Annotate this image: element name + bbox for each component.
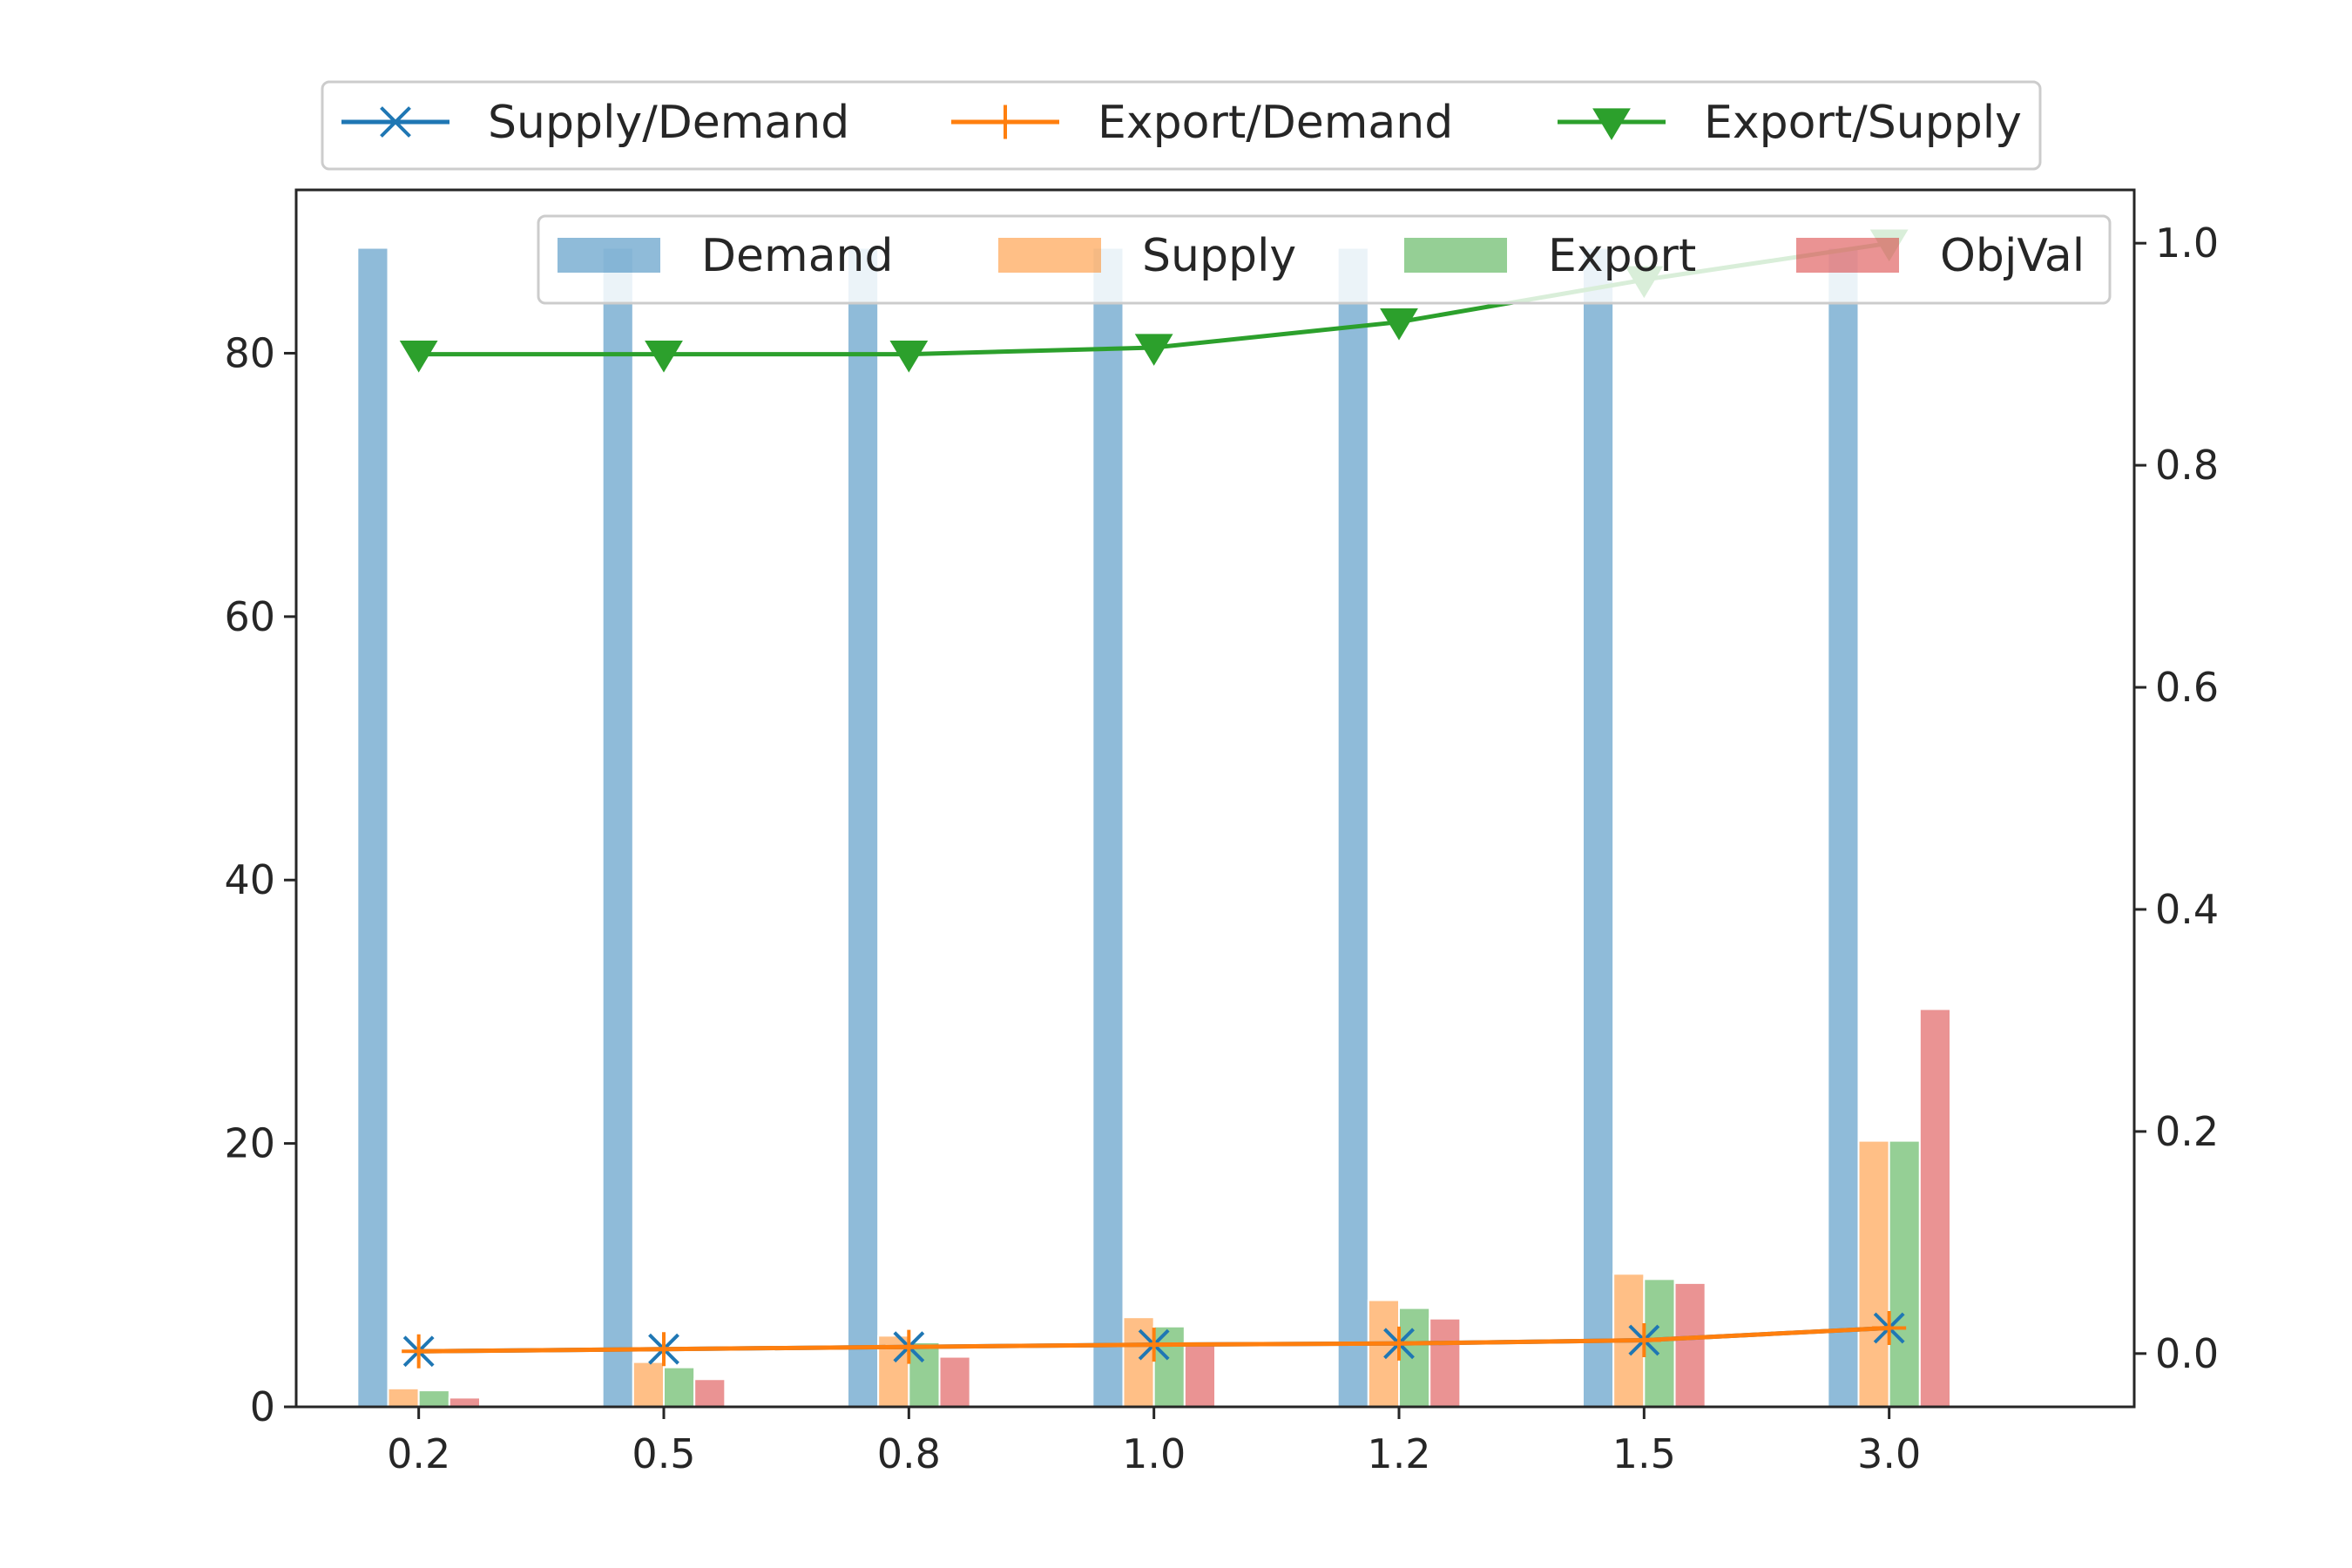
line-legend: Supply/Demand Export/Demand Export/Supply [321,80,2042,171]
line-legend-label-export-demand: Export/Demand [1098,97,1453,149]
bar-supply-3-0 [1857,1139,1890,1408]
bar-supply-0-2 [387,1387,420,1409]
marker-export-demand-1-2 [1382,1326,1416,1361]
bar-legend-label-export: Export [1548,230,1696,282]
bar-legend: Demand Supply Export ObjVal [537,214,2112,305]
bar-demand-1-2 [1336,247,1369,1408]
right-tick-label: 0.2 [2155,1108,2219,1155]
bar-export-0-2 [417,1389,450,1409]
bar-objval-0-8 [938,1355,971,1408]
left-tick-label: 40 [224,856,275,903]
line-legend-marker-export-demand [988,105,1023,139]
left-tick-label: 80 [224,329,275,376]
bar-objval-0-5 [693,1378,727,1408]
bar-objval-0-2 [448,1396,481,1408]
marker-export-demand-0-8 [891,1329,926,1364]
bar-legend-swatch-supply [998,238,1101,273]
bar-supply-1-2 [1367,1299,1401,1409]
bar-objval-1-5 [1673,1281,1707,1409]
bar-demand-1-0 [1092,247,1125,1408]
bar-export-1-2 [1398,1307,1431,1409]
bars-layer [356,247,1951,1409]
line-legend-marker-export-supply [1592,108,1631,140]
marker-export-demand-1-0 [1137,1328,1172,1362]
marker-export-supply-1-2 [1380,308,1418,341]
left-y-axis: 0 20 40 60 80 [224,329,296,1430]
line-legend-marker-supply-demand [380,106,411,138]
lines-layer [399,229,1909,1369]
marker-export-demand-3-0 [1872,1311,1907,1345]
bar-demand-0-8 [847,247,880,1408]
plot-frame [294,188,2136,1409]
line-legend-label-supply-demand: Supply/Demand [488,97,849,149]
marker-export-supply-1-0 [1134,334,1173,366]
marker-export-supply-0-2 [399,341,438,373]
x-tick-label: 0.2 [387,1430,450,1477]
bar-objval-3-0 [1918,1008,1951,1409]
bar-legend-label-demand: Demand [701,230,894,282]
x-tick-label: 1.0 [1122,1430,1186,1477]
bar-legend-swatch-export [1404,238,1507,273]
bar-legend-swatch-demand [558,238,660,273]
right-tick-label: 0.0 [2155,1330,2219,1377]
left-tick-label: 0 [250,1383,275,1430]
marker-export-supply-0-5 [645,341,683,373]
marker-export-supply-0-8 [889,341,929,373]
right-tick-label: 0.8 [2155,442,2219,489]
line-legend-label-export-supply: Export/Supply [1704,97,2022,149]
x-tick-label: 1.5 [1612,1430,1676,1477]
bar-legend-box [537,214,2112,305]
bar-objval-1-2 [1429,1317,1462,1409]
marker-export-demand-0-5 [646,1332,681,1367]
bar-demand-0-2 [356,247,389,1408]
x-tick-label: 0.8 [877,1430,941,1477]
x-tick-label: 1.2 [1367,1430,1430,1477]
right-tick-label: 1.0 [2155,220,2219,267]
left-tick-label: 20 [224,1120,275,1167]
x-axis: 0.2 0.5 0.8 1.0 1.2 1.5 3.0 [387,1407,1921,1477]
bar-objval-1-0 [1183,1341,1217,1408]
marker-export-demand-1-5 [1626,1323,1661,1358]
bar-legend-label-supply: Supply [1142,230,1296,282]
bar-legend-label-objval: ObjVal [1940,230,2085,282]
bar-demand-1-5 [1582,247,1615,1408]
line-legend-box [321,80,2042,171]
marker-export-demand-0-2 [402,1334,436,1369]
bar-supply-1-0 [1122,1316,1155,1408]
bar-legend-swatch-objval [1796,238,1899,273]
right-tick-label: 0.4 [2155,886,2219,933]
bar-export-3-0 [1888,1139,1921,1408]
right-y-axis: 0.0 0.2 0.4 0.6 0.8 1.0 [2134,220,2219,1377]
bar-supply-0-5 [632,1361,665,1408]
bar-demand-0-5 [601,247,634,1408]
bar-demand-3-0 [1827,247,1860,1408]
left-tick-label: 60 [224,593,275,640]
bar-export-0-5 [663,1366,696,1408]
x-tick-label: 0.5 [632,1430,695,1477]
x-tick-label: 3.0 [1857,1430,1921,1477]
right-tick-label: 0.6 [2155,664,2219,711]
